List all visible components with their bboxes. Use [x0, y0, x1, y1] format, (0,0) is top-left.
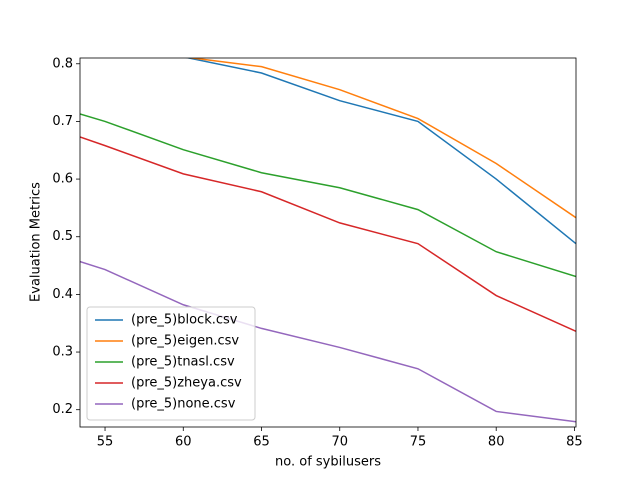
y-axis-label: Evaluation Metrics [29, 182, 44, 302]
y-tick-label: 0.6 [52, 172, 73, 187]
axes-frame [79, 57, 577, 428]
series-line [80, 136, 576, 332]
x-tick-label: 75 [410, 435, 427, 450]
legend-label: (pre_5)zheya.csv [131, 376, 242, 391]
y-tick-label: 0.4 [52, 287, 73, 302]
legend: (pre_5)block.csv (pre_5)eigen.csv (pre_5)t… [86, 306, 256, 421]
x-tick-label: 70 [331, 435, 348, 450]
x-axis-label: no. of sybilusers [275, 455, 381, 470]
legend-box [86, 306, 256, 421]
plot-area [80, 58, 576, 423]
y-tick-label: 0.8 [52, 56, 73, 71]
series-line [80, 260, 576, 423]
y-tick-label: 0.3 [52, 345, 73, 360]
series-line [186, 58, 576, 219]
y-tick-label: 0.2 [52, 402, 73, 417]
series-line [185, 58, 576, 245]
legend-label: (pre_5)eigen.csv [131, 334, 239, 349]
legend-label: (pre_5)tnasl.csv [131, 355, 235, 370]
x-tick-label: 85 [566, 435, 583, 450]
x-tick-label: 55 [97, 435, 114, 450]
x-tick-label: 80 [488, 435, 505, 450]
y-tick-label: 0.5 [52, 229, 73, 244]
series-line [80, 113, 576, 278]
y-tick-label: 0.7 [52, 114, 73, 129]
legend-label: (pre_5)block.csv [131, 313, 238, 328]
legend-label: (pre_5)none.csv [131, 397, 236, 412]
x-tick-label: 60 [175, 435, 192, 450]
x-tick-label: 65 [253, 435, 270, 450]
